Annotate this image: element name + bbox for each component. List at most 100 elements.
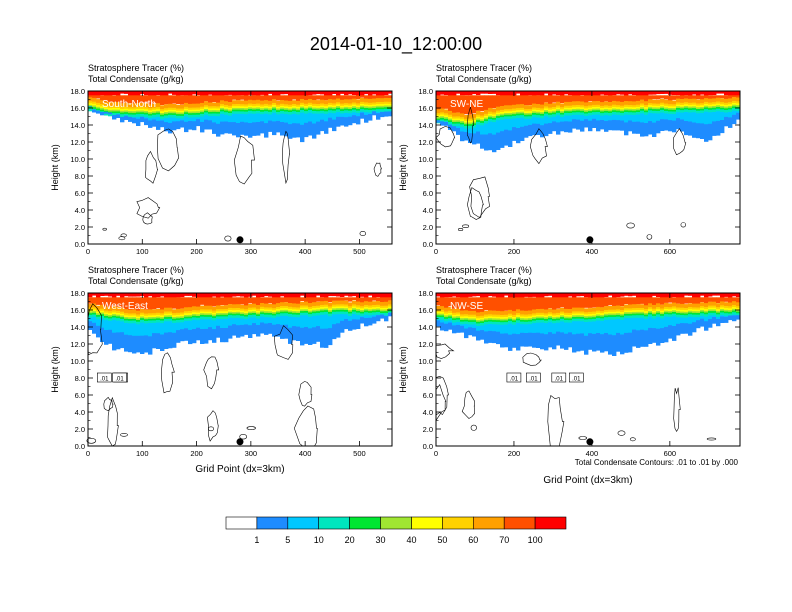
field-cell: [668, 309, 673, 312]
field-cell: [564, 312, 569, 316]
colorbar-label: 1: [254, 535, 259, 545]
field-cell: [236, 325, 241, 338]
field-cell: [504, 109, 509, 112]
field-cell: [344, 306, 349, 309]
field-cell: [384, 301, 389, 307]
field-cell: [300, 315, 305, 330]
field-cell: [292, 106, 297, 109]
field-cell: [124, 108, 129, 111]
field-cell: [216, 108, 221, 111]
field-cell: [472, 320, 477, 323]
field-cell: [664, 103, 669, 107]
field-cell: [484, 297, 489, 311]
field-cell: [560, 117, 565, 123]
field-cell: [536, 117, 541, 125]
field-cell: [364, 106, 369, 109]
field-cell: [684, 323, 689, 334]
x-axis-label: Grid Point (dx=3km): [543, 475, 632, 486]
field-cell: [152, 322, 157, 335]
field-cell: [540, 115, 545, 119]
contour-label: .01: [115, 377, 124, 383]
field-cell: [696, 297, 701, 306]
field-cell: [356, 307, 361, 310]
field-cell: [164, 112, 169, 115]
field-cell: [476, 293, 481, 297]
field-cell: [320, 308, 325, 311]
field-cell: [372, 308, 377, 311]
field-cell: [552, 313, 557, 316]
condensate-contour: [142, 212, 153, 225]
field-cell: [164, 293, 169, 299]
field-cell: [236, 100, 241, 105]
field-cell: [704, 321, 709, 331]
field-cell: [116, 109, 121, 112]
field-cell: [348, 311, 353, 314]
field-cell: [160, 105, 165, 110]
field-cell: [548, 95, 553, 106]
field-cell: [264, 100, 269, 105]
field-cell: [184, 102, 189, 108]
field-cell: [500, 333, 505, 348]
field-cell: [380, 309, 385, 312]
field-cell: [496, 110, 501, 114]
field-cell: [484, 109, 489, 115]
field-cell: [112, 113, 117, 117]
condensate-contour: [298, 381, 313, 407]
field-cell: [444, 297, 449, 310]
field-cell: [340, 91, 345, 94]
field-cell: [244, 106, 249, 109]
field-cell: [676, 108, 681, 111]
field-cell: [704, 316, 709, 323]
field-cell: [220, 113, 225, 123]
field-cell: [204, 112, 209, 116]
field-cell: [576, 315, 581, 318]
field-cell: [108, 320, 113, 332]
field-cell: [468, 324, 473, 329]
field-cell: [548, 107, 553, 111]
contour-label-box: [568, 372, 584, 383]
field-cell: [276, 314, 281, 318]
field-cell: [568, 312, 573, 316]
field-cell: [484, 310, 489, 316]
field-cell: [660, 104, 665, 107]
field-cell: [560, 311, 565, 315]
field-cell: [536, 107, 541, 111]
field-cell: [88, 95, 93, 98]
field-cell: [604, 95, 609, 102]
field-cell: [212, 116, 217, 124]
field-cell: [504, 333, 509, 348]
field-cell: [252, 307, 257, 311]
field-cell: [652, 110, 657, 114]
field-cell: [532, 123, 537, 136]
field-cell: [136, 321, 141, 325]
field-cell: [716, 316, 721, 320]
y-tick-label: 0.0: [423, 240, 433, 249]
field-cell: [644, 297, 649, 307]
field-cell: [688, 309, 693, 312]
field-cell: [608, 102, 613, 107]
field-cell: [212, 102, 217, 107]
field-cell: [276, 316, 281, 326]
field-cell: [628, 293, 633, 297]
field-cell: [384, 305, 389, 309]
field-cell: [284, 108, 289, 111]
field-cell: [520, 332, 525, 347]
field-cell: [276, 106, 281, 109]
x-tick-label: 300: [245, 247, 258, 256]
contour-label: .01: [529, 377, 538, 383]
field-cell: [716, 312, 721, 315]
field-cell: [360, 315, 365, 318]
condensate-contour: [207, 410, 219, 442]
field-cell: [472, 310, 477, 316]
y-tick-label: 12.0: [418, 340, 433, 349]
field-cell: [564, 318, 569, 321]
field-cell: [164, 311, 169, 314]
field-cell: [620, 334, 625, 355]
field-cell: [252, 91, 257, 96]
field-cell: [664, 99, 669, 105]
y-tick-label: 4.0: [75, 408, 85, 417]
field-cell: [560, 109, 565, 112]
field-cell: [688, 303, 693, 308]
field-cell: [220, 297, 225, 305]
